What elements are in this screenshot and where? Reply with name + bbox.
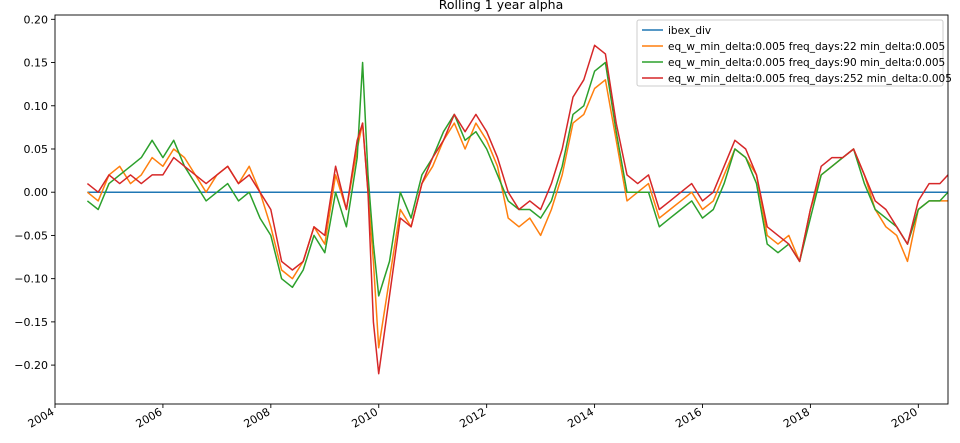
x-tick-label-6: 2016 xyxy=(673,405,704,430)
chart-title: Rolling 1 year alpha xyxy=(439,0,563,12)
series-line-2 xyxy=(86,61,948,297)
legend: ibex_div eq_w_min_delta:0.005 freq_days:2… xyxy=(636,19,952,87)
plot-series-group xyxy=(86,44,948,375)
y-tick-label-6: −0.10 xyxy=(14,273,48,286)
y-axis: 0.20 0.15 0.10 0.05 0.00 −0.05 −0.10 −0.15 −0.20 xyxy=(14,13,55,372)
legend-label-1: eq_w_min_delta:0.005 freq_days:22 min_de… xyxy=(668,41,945,53)
x-tick-label-4: 2012 xyxy=(457,405,488,430)
series-line-3 xyxy=(86,44,948,375)
y-tick-label-0: 0.20 xyxy=(24,13,49,26)
x-tick-label-8: 2020 xyxy=(889,405,920,430)
y-tick-label-4: 0.00 xyxy=(24,186,49,199)
x-axis: 2004 2006 2008 2010 2012 2014 2016 2018 2020 xyxy=(26,404,920,431)
x-tick-label-7: 2018 xyxy=(781,405,812,430)
y-tick-label-5: −0.05 xyxy=(14,229,48,242)
legend-label-0: ibex_div xyxy=(668,25,711,37)
series-line-1 xyxy=(86,79,948,349)
y-tick-label-3: 0.05 xyxy=(24,143,49,156)
x-tick-label-0: 2004 xyxy=(26,405,57,430)
x-tick-label-5: 2014 xyxy=(565,405,596,430)
plot-frame xyxy=(54,14,949,405)
y-tick-label-2: 0.10 xyxy=(24,100,49,113)
y-tick-label-7: −0.15 xyxy=(14,316,48,329)
x-tick-label-3: 2010 xyxy=(349,405,380,430)
y-tick-label-1: 0.15 xyxy=(24,57,49,70)
legend-label-2: eq_w_min_delta:0.005 freq_days:90 min_de… xyxy=(668,57,945,69)
x-tick-label-1: 2006 xyxy=(134,405,165,430)
legend-box xyxy=(636,19,944,87)
y-tick-label-8: −0.20 xyxy=(14,359,48,372)
legend-label-3: eq_w_min_delta:0.005 freq_days:252 min_d… xyxy=(668,73,952,85)
x-tick-label-2: 2008 xyxy=(242,405,273,430)
